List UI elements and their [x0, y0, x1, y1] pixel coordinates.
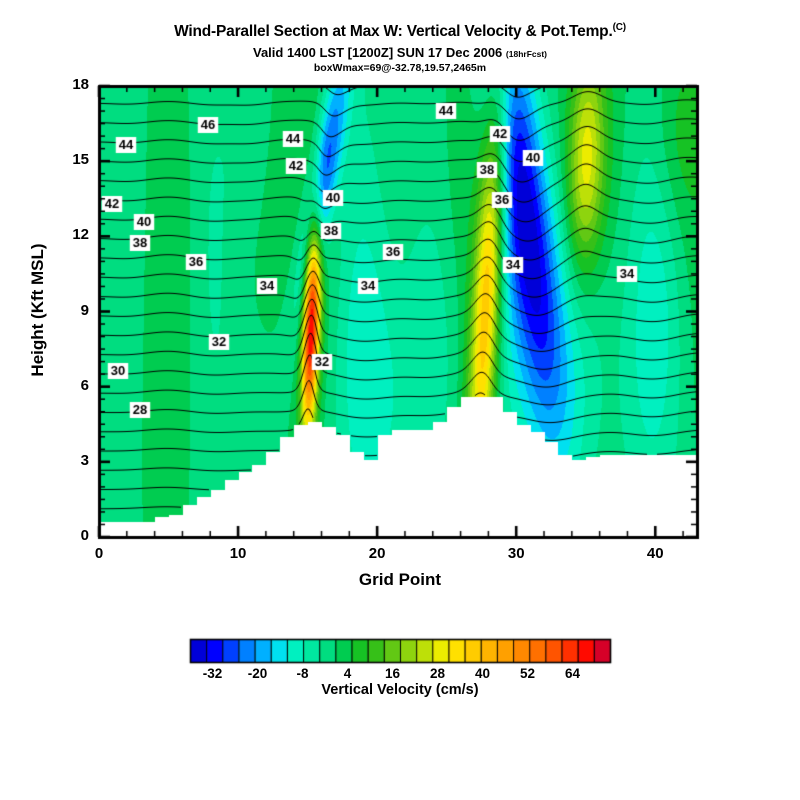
x-tick-label: 0: [94, 545, 104, 562]
colorbar-tick-label: -20: [247, 666, 268, 681]
colorbar-tick-label: 52: [519, 666, 536, 681]
colorbar-tick-label: 28: [429, 666, 446, 681]
x-tick-label: 10: [229, 545, 247, 562]
y-tick-label: 15: [72, 151, 89, 169]
colorbar-title: Vertical Velocity (cm/s): [321, 682, 479, 698]
x-tick-label: 20: [368, 545, 386, 562]
colorbar-tick-label: 16: [384, 666, 401, 681]
colorbar-tick-label: 4: [343, 666, 352, 681]
colorbar-tick-label: 40: [474, 666, 491, 681]
y-tick-label: 3: [80, 451, 89, 469]
y-axis-title: Height (Kft MSL): [28, 243, 47, 377]
y-tick-label: 12: [72, 226, 89, 244]
colorbar-tick-label: -32: [202, 666, 223, 681]
y-tick-label: 9: [80, 301, 89, 319]
x-axis-title: Grid Point: [358, 570, 442, 589]
colorbar-tick-label: -8: [296, 666, 309, 681]
x-tick-label: 40: [646, 545, 664, 562]
colorbar-tick-label: 64: [564, 666, 581, 681]
y-tick-label: 0: [80, 527, 89, 544]
y-tick-label: 18: [72, 76, 89, 93]
x-tick-label: 30: [507, 545, 525, 562]
y-tick-label: 6: [80, 376, 89, 394]
